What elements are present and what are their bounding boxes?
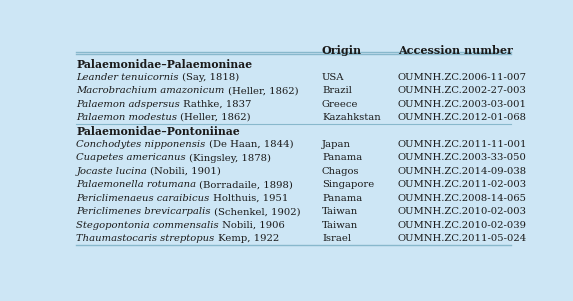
Text: Taiwan: Taiwan [322, 221, 358, 230]
Text: USA: USA [322, 73, 344, 82]
Text: Japan: Japan [322, 140, 351, 149]
Text: OUMNH.ZC.2014-09-038: OUMNH.ZC.2014-09-038 [398, 167, 527, 176]
Text: Brazil: Brazil [322, 86, 352, 95]
Text: (Nobili, 1901): (Nobili, 1901) [147, 167, 221, 176]
Text: Periclimenes brevicarpalis: Periclimenes brevicarpalis [76, 207, 211, 216]
Text: Leander tenuicornis: Leander tenuicornis [76, 73, 179, 82]
Text: Palaemon adspersus: Palaemon adspersus [76, 100, 180, 109]
Text: OUMNH.ZC.2006-11-007: OUMNH.ZC.2006-11-007 [398, 73, 527, 82]
Text: Israel: Israel [322, 234, 351, 243]
Text: OUMNH.ZC.2002-27-003: OUMNH.ZC.2002-27-003 [398, 86, 527, 95]
Text: Macrobrachium amazonicum: Macrobrachium amazonicum [76, 86, 225, 95]
Text: Palaemonella rotumana: Palaemonella rotumana [76, 180, 197, 189]
Text: (Heller, 1862): (Heller, 1862) [225, 86, 299, 95]
Text: Kazahkstan: Kazahkstan [322, 113, 380, 122]
Text: Holthuis, 1951: Holthuis, 1951 [210, 194, 288, 203]
Text: Chagos: Chagos [322, 167, 359, 176]
Text: OUMNH.ZC.2008-14-065: OUMNH.ZC.2008-14-065 [398, 194, 527, 203]
Text: Origin: Origin [322, 45, 362, 56]
Text: Nobili, 1906: Nobili, 1906 [219, 221, 285, 230]
Text: Stegopontonia commensalis: Stegopontonia commensalis [76, 221, 219, 230]
Text: OUMNH.ZC.2011-05-024: OUMNH.ZC.2011-05-024 [398, 234, 527, 243]
Text: OUMNH.ZC.2010-02-003: OUMNH.ZC.2010-02-003 [398, 207, 527, 216]
Text: OUMNH.ZC.2012-01-068: OUMNH.ZC.2012-01-068 [398, 113, 527, 122]
Text: Conchodytes nipponensis: Conchodytes nipponensis [76, 140, 206, 149]
Text: Thaumastocaris streptopus: Thaumastocaris streptopus [76, 234, 214, 243]
Text: Palaemon modestus: Palaemon modestus [76, 113, 177, 122]
Text: Accession number: Accession number [398, 45, 513, 56]
Text: OUMNH.ZC.2003-03-001: OUMNH.ZC.2003-03-001 [398, 100, 527, 109]
Text: Kemp, 1922: Kemp, 1922 [214, 234, 279, 243]
Text: (Kingsley, 1878): (Kingsley, 1878) [186, 154, 271, 163]
Text: Panama: Panama [322, 154, 362, 163]
Text: OUMNH.ZC.2011-02-003: OUMNH.ZC.2011-02-003 [398, 180, 527, 189]
Text: (Borradaile, 1898): (Borradaile, 1898) [197, 180, 293, 189]
Text: Palaemonidae–Pontoniinae: Palaemonidae–Pontoniinae [76, 126, 240, 138]
Text: Cuapetes americanus: Cuapetes americanus [76, 154, 186, 163]
Text: OUMNH.ZC.2010-02-039: OUMNH.ZC.2010-02-039 [398, 221, 527, 230]
Text: Taiwan: Taiwan [322, 207, 358, 216]
Text: Periclimenaeus caraibicus: Periclimenaeus caraibicus [76, 194, 210, 203]
Text: Jocaste lucina: Jocaste lucina [76, 167, 147, 176]
Text: Panama: Panama [322, 194, 362, 203]
Text: Rathke, 1837: Rathke, 1837 [180, 100, 252, 109]
Text: Palaemonidae–Palaemoninae: Palaemonidae–Palaemoninae [76, 59, 252, 70]
Text: OUMNH.ZC.2003-33-050: OUMNH.ZC.2003-33-050 [398, 154, 527, 163]
Text: (Schenkel, 1902): (Schenkel, 1902) [211, 207, 300, 216]
Text: Singapore: Singapore [322, 180, 374, 189]
Text: Greece: Greece [322, 100, 359, 109]
Text: OUMNH.ZC.2011-11-001: OUMNH.ZC.2011-11-001 [398, 140, 527, 149]
Text: (Say, 1818): (Say, 1818) [179, 73, 239, 82]
Text: (Heller, 1862): (Heller, 1862) [177, 113, 251, 122]
Text: (De Haan, 1844): (De Haan, 1844) [206, 140, 293, 149]
